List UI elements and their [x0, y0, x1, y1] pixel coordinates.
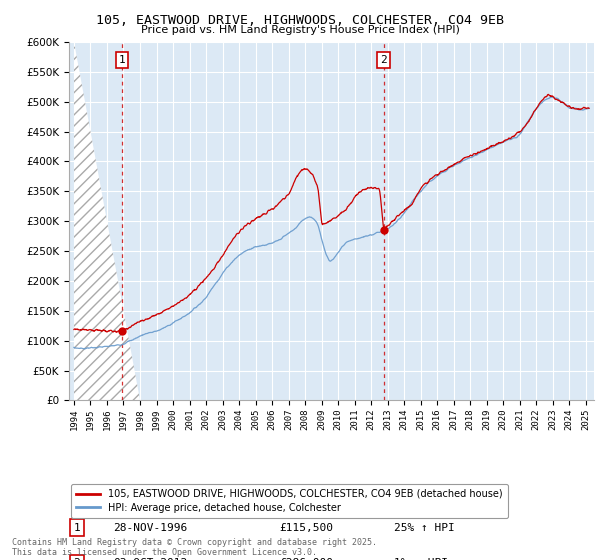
Text: 2: 2 — [74, 558, 80, 560]
Text: 25% ↑ HPI: 25% ↑ HPI — [395, 522, 455, 533]
Text: Contains HM Land Registry data © Crown copyright and database right 2025.
This d: Contains HM Land Registry data © Crown c… — [12, 538, 377, 557]
Text: 105, EASTWOOD DRIVE, HIGHWOODS, COLCHESTER, CO4 9EB: 105, EASTWOOD DRIVE, HIGHWOODS, COLCHEST… — [96, 14, 504, 27]
Text: 28-NOV-1996: 28-NOV-1996 — [113, 522, 188, 533]
Text: Price paid vs. HM Land Registry's House Price Index (HPI): Price paid vs. HM Land Registry's House … — [140, 25, 460, 35]
Text: 03-OCT-2012: 03-OCT-2012 — [113, 558, 188, 560]
Text: 1: 1 — [119, 55, 125, 65]
Text: 1% ↓ HPI: 1% ↓ HPI — [395, 558, 449, 560]
Text: 1: 1 — [74, 522, 80, 533]
Text: 2: 2 — [380, 55, 387, 65]
Polygon shape — [74, 42, 140, 400]
Text: £115,500: £115,500 — [279, 522, 333, 533]
Text: £286,000: £286,000 — [279, 558, 333, 560]
Legend: 105, EASTWOOD DRIVE, HIGHWOODS, COLCHESTER, CO4 9EB (detached house), HPI: Avera: 105, EASTWOOD DRIVE, HIGHWOODS, COLCHEST… — [71, 484, 508, 518]
